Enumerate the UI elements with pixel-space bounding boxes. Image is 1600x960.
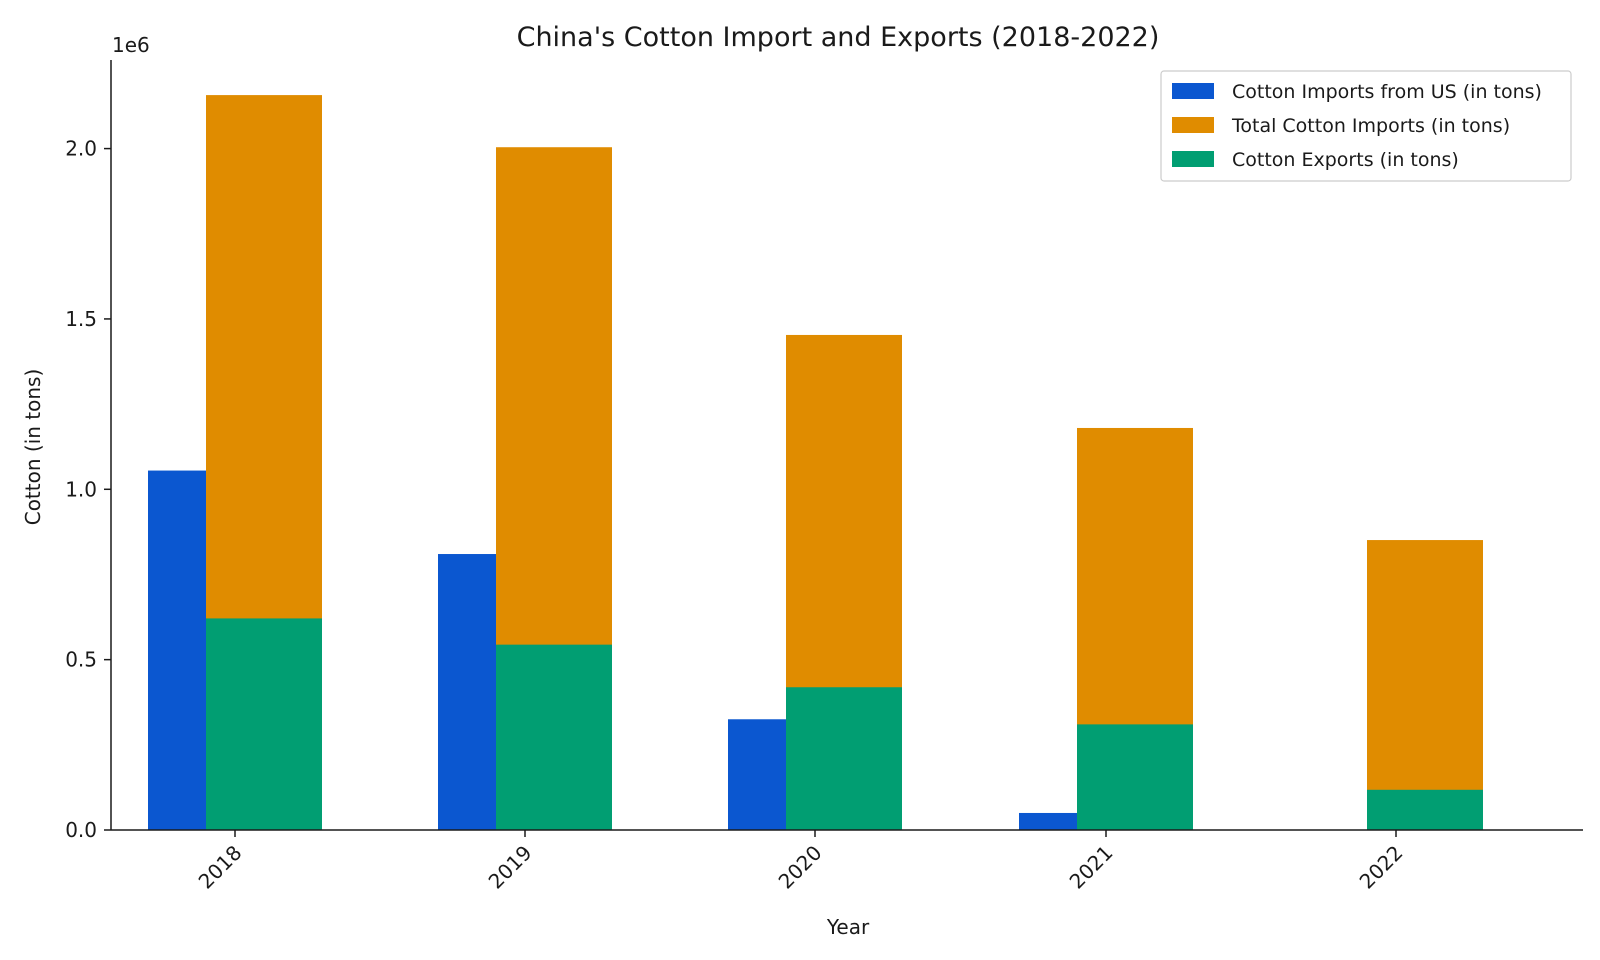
legend-label-total-cotton-imports-in-tons: Total Cotton Imports (in tons) [1231, 115, 1510, 137]
legend-frame [1160, 70, 1572, 182]
y-tick-label: 0.5 [65, 648, 97, 672]
y-tick-label: 1.0 [65, 477, 97, 501]
bar-us-imports-2019 [438, 554, 496, 830]
legend-swatch-cotton-exports-in-tons [1172, 151, 1214, 167]
y-tick-label: 1.5 [65, 307, 97, 331]
bar-exports-2020 [786, 687, 902, 830]
x-tick-label: 2019 [484, 841, 537, 894]
x-tick-label: 2021 [1065, 841, 1118, 894]
legend-label-cotton-imports-from-us-in-tons: Cotton Imports from US (in tons) [1232, 81, 1542, 103]
bar-total-imports-2022 [1367, 540, 1483, 830]
legend-swatch-total-cotton-imports-in-tons [1172, 117, 1214, 133]
bar-exports-2022 [1367, 789, 1483, 830]
bar-exports-2019 [496, 644, 612, 830]
y-axis-label: Cotton (in tons) [21, 369, 45, 526]
legend-label-cotton-exports-in-tons: Cotton Exports (in tons) [1232, 149, 1459, 171]
bar-us-imports-2021 [1019, 812, 1077, 830]
x-axis-label: Year [826, 915, 870, 939]
bar-exports-2018 [206, 618, 322, 830]
chart-title: China's Cotton Import and Exports (2018-… [517, 22, 1160, 53]
legend: Cotton Imports from US (in tons) Total Co… [1160, 70, 1572, 182]
bars-group [148, 95, 1483, 831]
y-offset-label: 1e6 [112, 33, 150, 57]
y-tick-label: 0.0 [65, 818, 97, 842]
x-ticks-group: 2018 2019 2020 2021 2022 [194, 830, 1408, 894]
y-ticks-group: 0.0 0.5 1.0 1.5 2.0 [65, 137, 111, 842]
x-tick-label: 2018 [194, 841, 247, 894]
x-tick-label: 2020 [774, 841, 827, 894]
bar-us-imports-2020 [728, 719, 786, 830]
x-tick-label: 2022 [1355, 841, 1408, 894]
legend-swatch-cotton-imports-from-us-in-tons [1172, 83, 1214, 99]
bar-us-imports-2018 [148, 470, 206, 830]
y-tick-label: 2.0 [65, 137, 97, 161]
bar-exports-2021 [1077, 724, 1193, 830]
